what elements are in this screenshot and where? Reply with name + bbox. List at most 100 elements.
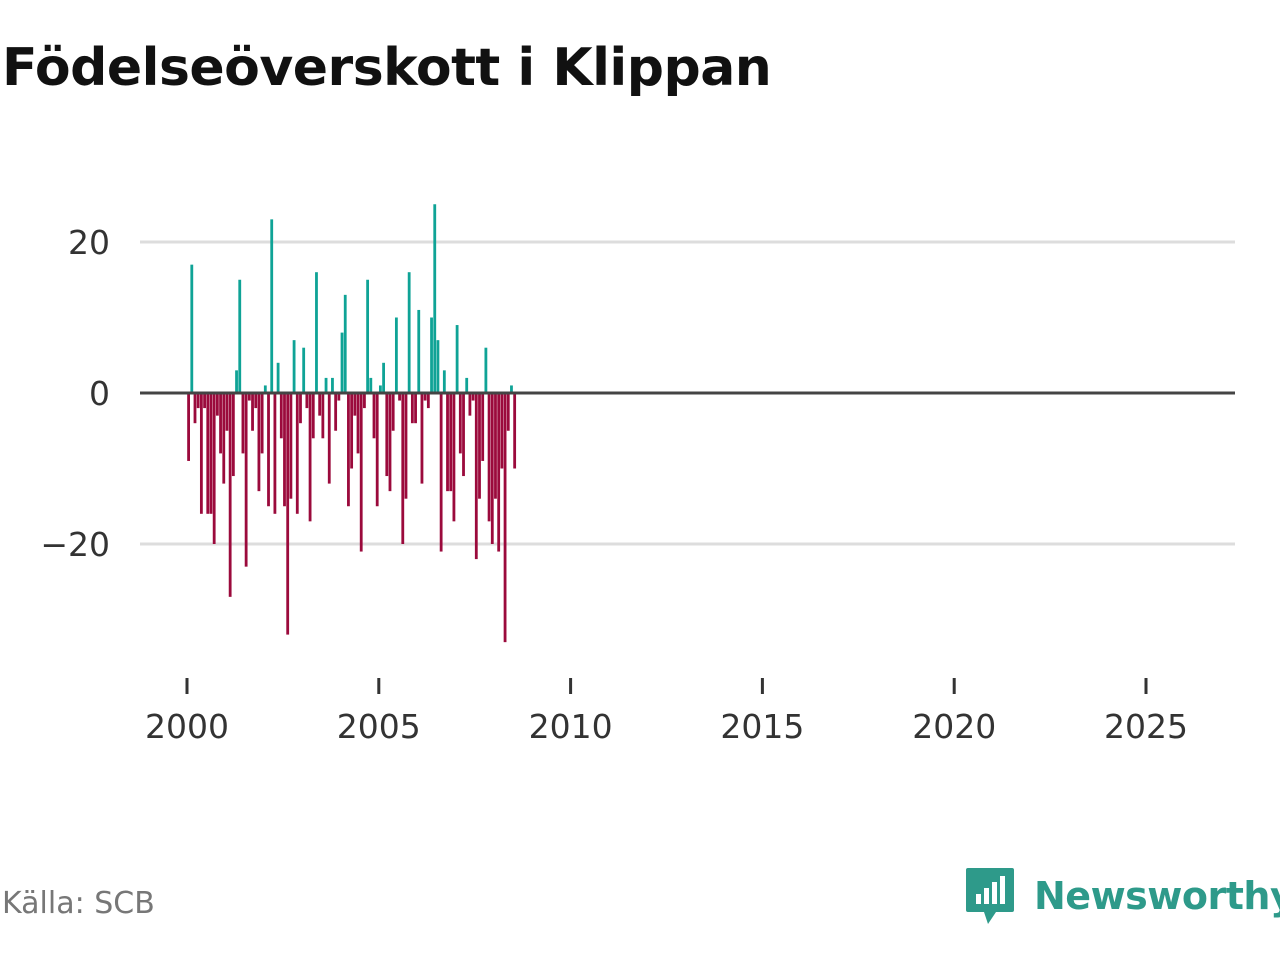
bar (231, 393, 235, 477)
bar (417, 309, 421, 393)
bar (305, 393, 309, 409)
bar (391, 393, 395, 431)
bar (465, 377, 469, 393)
bar (458, 393, 462, 454)
bar (199, 393, 203, 514)
bar (494, 393, 497, 499)
bar (506, 393, 510, 431)
bar (295, 393, 299, 514)
bar (388, 393, 392, 492)
bar (378, 385, 382, 393)
bar (490, 393, 494, 544)
bar (385, 393, 389, 477)
bar (474, 393, 478, 560)
bar (267, 393, 270, 507)
bar (363, 393, 366, 409)
bar (471, 393, 475, 401)
bar (372, 393, 376, 439)
bar (206, 393, 210, 514)
bar (359, 393, 363, 552)
x-tick-label: 2005 (337, 707, 421, 746)
bar (350, 393, 354, 469)
bar (276, 362, 280, 393)
bar (212, 393, 216, 544)
bar (487, 393, 491, 522)
bar (244, 393, 248, 567)
bar (311, 393, 315, 439)
bar (404, 393, 408, 499)
newsworthy-icon (966, 868, 1014, 924)
bar (510, 385, 513, 393)
y-tick-label: 0 (89, 374, 110, 413)
bar (203, 393, 206, 409)
bar (375, 393, 379, 507)
bar (420, 393, 424, 484)
bar (347, 393, 350, 507)
bar (193, 393, 197, 424)
bar (356, 393, 360, 454)
bar (414, 393, 417, 424)
bar (251, 393, 254, 431)
bar (484, 347, 488, 393)
newsworthy-logo: Newsworthy (964, 864, 1280, 928)
bar (503, 393, 507, 643)
bar (302, 347, 306, 393)
bar (430, 317, 433, 393)
bar (366, 279, 370, 393)
bar (410, 393, 414, 424)
bar (289, 393, 293, 499)
bar (209, 393, 213, 514)
bar (219, 393, 222, 454)
bar (241, 393, 245, 454)
bar (382, 362, 385, 393)
bar (279, 393, 283, 439)
x-tick-label: 2015 (720, 707, 804, 746)
bar (468, 393, 472, 416)
bar (299, 393, 302, 424)
y-axis: 20 0 −20 (40, 223, 110, 564)
bar (215, 393, 219, 416)
bar (369, 377, 373, 393)
bar (452, 393, 456, 522)
bar (238, 279, 242, 393)
bar (190, 264, 194, 393)
bar (394, 317, 398, 393)
bar (343, 294, 347, 393)
bar (324, 377, 328, 393)
x-axis: 2000 2005 2010 2015 2020 2025 (145, 678, 1188, 746)
bars (187, 204, 517, 643)
bar (283, 393, 286, 507)
bar (308, 393, 312, 522)
y-tick-label: 20 (68, 223, 110, 262)
bar (286, 393, 290, 635)
bar (478, 393, 481, 499)
bar (398, 393, 401, 401)
bar (321, 393, 325, 439)
bar (455, 325, 459, 393)
bar (446, 393, 449, 492)
bar (318, 393, 322, 416)
bar (254, 393, 258, 409)
bar (315, 272, 318, 393)
bar (292, 340, 296, 393)
bar (442, 370, 446, 393)
x-tick-label: 2010 (529, 707, 613, 746)
bar (433, 204, 437, 393)
bar (334, 393, 338, 431)
bar (222, 393, 226, 484)
bar (257, 393, 261, 492)
bar (423, 393, 427, 401)
bar (497, 393, 501, 552)
bar (340, 332, 344, 393)
bar (439, 393, 443, 552)
bar (353, 393, 357, 416)
x-tick-label: 2000 (145, 707, 229, 746)
x-tick-label: 2025 (1104, 707, 1188, 746)
bar (407, 272, 411, 393)
bar (260, 393, 264, 454)
bar (263, 385, 267, 393)
bar (273, 393, 277, 514)
bar (235, 370, 238, 393)
bar (436, 340, 440, 393)
